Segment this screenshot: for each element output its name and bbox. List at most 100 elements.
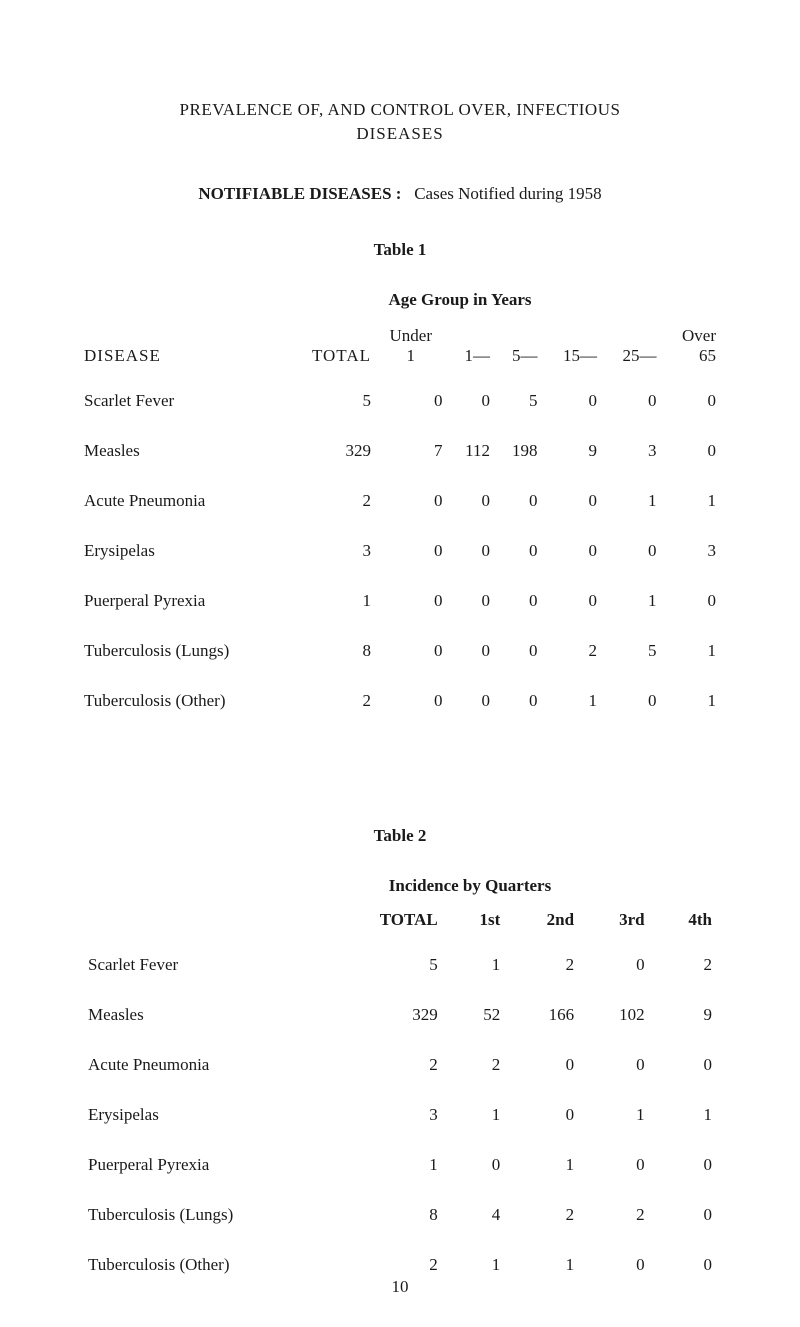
- table1-header-row2: DISEASE TOTAL 1 1— 5— 15— 25— 65: [80, 346, 720, 376]
- cell-value: 2: [320, 1240, 446, 1290]
- cell-value: 8: [320, 1190, 446, 1240]
- cell-value: 2: [508, 1190, 582, 1240]
- cell-value: 2: [280, 676, 375, 726]
- cell-value: 1: [446, 1240, 509, 1290]
- cell-value: 0: [447, 526, 494, 576]
- cell-value: 0: [447, 626, 494, 676]
- cell-value: 0: [541, 476, 601, 526]
- cell-value: 3: [660, 526, 720, 576]
- cell-value: 1: [601, 476, 661, 526]
- table2-col-2nd: 2nd: [508, 900, 582, 940]
- table-row: Scarlet Fever5005000: [80, 376, 720, 426]
- table2-super-header: Incidence by Quarters: [220, 876, 720, 896]
- disease-name: Scarlet Fever: [80, 940, 320, 990]
- cell-value: 0: [447, 576, 494, 626]
- cell-value: 0: [375, 676, 447, 726]
- cell-value: 112: [447, 426, 494, 476]
- cell-value: 1: [508, 1240, 582, 1290]
- table1-super-header: Age Group in Years: [200, 290, 720, 310]
- table1-header-row1: Under Over: [80, 316, 720, 346]
- cell-value: 1: [660, 676, 720, 726]
- cell-value: 5: [280, 376, 375, 426]
- cell-value: 0: [582, 1140, 653, 1190]
- cell-value: 7: [375, 426, 447, 476]
- page-number: 10: [392, 1277, 409, 1297]
- table2: TOTAL 1st 2nd 3rd 4th Scarlet Fever51202…: [80, 900, 720, 1290]
- table-row: Measles329521661029: [80, 990, 720, 1040]
- cell-value: 0: [653, 1190, 720, 1240]
- cell-value: 0: [375, 476, 447, 526]
- cell-value: 5: [494, 376, 541, 426]
- table1-over-label: Over: [660, 316, 720, 346]
- disease-name: Tuberculosis (Lungs): [80, 626, 280, 676]
- cell-value: 3: [320, 1090, 446, 1140]
- table1-under-label: Under: [375, 316, 447, 346]
- cell-value: 0: [447, 676, 494, 726]
- table2-col-total: TOTAL: [320, 900, 446, 940]
- cell-value: 1: [446, 1090, 509, 1140]
- cell-value: 1: [508, 1140, 582, 1190]
- table-row: Puerperal Pyrexia10100: [80, 1140, 720, 1190]
- table1-col-15: 15—: [541, 346, 601, 376]
- cell-value: 0: [494, 676, 541, 726]
- cell-value: 0: [494, 476, 541, 526]
- cell-value: 329: [320, 990, 446, 1040]
- cell-value: 0: [660, 576, 720, 626]
- cell-value: 0: [660, 376, 720, 426]
- cell-value: 0: [582, 1040, 653, 1090]
- cell-value: 0: [375, 576, 447, 626]
- table1-col-disease: DISEASE: [80, 346, 280, 376]
- section-title-rest: [406, 184, 415, 203]
- table1-col-5: 5—: [494, 346, 541, 376]
- table1-col-total: TOTAL: [280, 346, 375, 376]
- cell-value: 0: [582, 940, 653, 990]
- cell-value: 1: [582, 1090, 653, 1140]
- table1-label: Table 1: [80, 240, 720, 260]
- cell-value: 2: [446, 1040, 509, 1090]
- cell-value: 52: [446, 990, 509, 1040]
- cell-value: 0: [508, 1040, 582, 1090]
- cell-value: 1: [446, 940, 509, 990]
- cell-value: 166: [508, 990, 582, 1040]
- table1-col-65: 65: [660, 346, 720, 376]
- disease-name: Erysipelas: [80, 1090, 320, 1140]
- table2-col-4th: 4th: [653, 900, 720, 940]
- table1: Under Over DISEASE TOTAL 1 1— 5— 15— 25—…: [80, 316, 720, 726]
- disease-name: Measles: [80, 426, 280, 476]
- main-title-line2: DISEASES: [80, 124, 720, 144]
- cell-value: 102: [582, 990, 653, 1040]
- cell-value: 2: [541, 626, 601, 676]
- table1-col-25: 25—: [601, 346, 661, 376]
- cell-value: 0: [494, 626, 541, 676]
- cell-value: 0: [541, 526, 601, 576]
- cell-value: 1: [541, 676, 601, 726]
- disease-name: Measles: [80, 990, 320, 1040]
- disease-name: Puerperal Pyrexia: [80, 1140, 320, 1190]
- cell-value: 0: [541, 376, 601, 426]
- disease-name: Erysipelas: [80, 526, 280, 576]
- cell-value: 0: [601, 526, 661, 576]
- cell-value: 0: [446, 1140, 509, 1190]
- cell-value: 0: [494, 526, 541, 576]
- disease-name: Scarlet Fever: [80, 376, 280, 426]
- cell-value: 0: [375, 626, 447, 676]
- cell-value: 0: [375, 526, 447, 576]
- section-title: NOTIFIABLE DISEASES : Cases Notified dur…: [80, 184, 720, 204]
- cell-value: 2: [508, 940, 582, 990]
- table-row: Measles3297112198930: [80, 426, 720, 476]
- table2-col-1st: 1st: [446, 900, 509, 940]
- cell-value: 1: [601, 576, 661, 626]
- cell-value: 0: [653, 1040, 720, 1090]
- cell-value: 4: [446, 1190, 509, 1240]
- disease-name: Tuberculosis (Other): [80, 1240, 320, 1290]
- table-row: Acute Pneumonia2000011: [80, 476, 720, 526]
- table2-header-row: TOTAL 1st 2nd 3rd 4th: [80, 900, 720, 940]
- table2-wrapper: Table 2 Incidence by Quarters TOTAL 1st …: [80, 826, 720, 1290]
- table-row: Scarlet Fever51202: [80, 940, 720, 990]
- table2-col-3rd: 3rd: [582, 900, 653, 940]
- cell-value: 198: [494, 426, 541, 476]
- cell-value: 1: [660, 476, 720, 526]
- table2-label: Table 2: [80, 826, 720, 846]
- cell-value: 0: [447, 376, 494, 426]
- cell-value: 1: [653, 1090, 720, 1140]
